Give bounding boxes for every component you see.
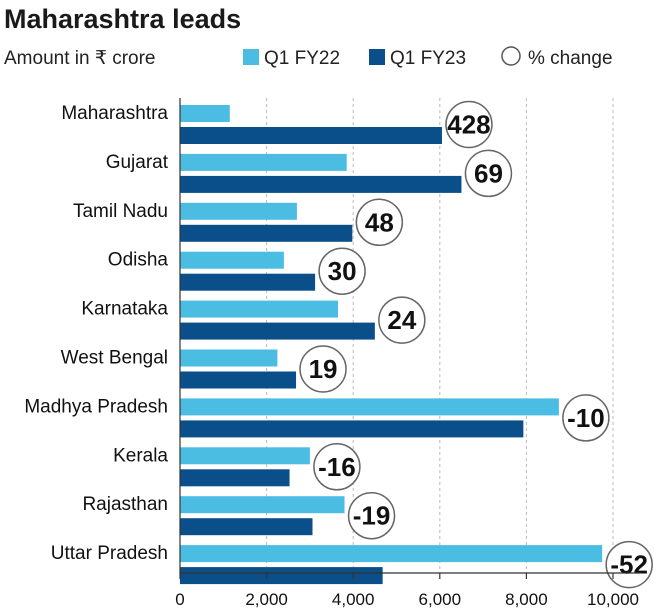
category-labels: Maharashtra Gujarat Tamil Nadu Odisha Karnat… [24,103,168,564]
bar-q1-fy23 [180,224,353,242]
bar-q1-fy22 [180,349,278,367]
category-label: Karnataka [81,299,168,320]
pct-change-circle [318,247,366,295]
bar-q1-fy22 [180,251,284,269]
pct-change-label: -52 [610,550,648,580]
pct-change-label: -16 [318,452,356,482]
pct-change-circle [313,443,361,491]
pct-change-label: -10 [567,403,605,433]
legend-label-pct-change: % change [528,48,613,69]
bar-q1-fy22 [180,496,345,514]
pct-change-circle [605,540,653,589]
legend-circle-pct-change [501,46,521,66]
pct-change-label: 24 [387,305,416,335]
category-label: Tamil Nadu [73,201,168,222]
legend-swatch-q1-fy23 [369,49,385,65]
bar-q1-fy23 [180,469,290,487]
pct-change-label: 48 [365,207,394,237]
legend-swatch-q1-fy22 [243,49,259,65]
x-tick-label: 10,000 [587,590,639,609]
bar-q1-fy23 [180,420,524,438]
bar-q1-fy23 [180,567,383,585]
x-tick-label: 4,000 [332,590,375,609]
category-label: Madhya Pradesh [24,396,168,417]
bar-q1-fy22 [180,545,603,563]
pct-change-circle [445,100,493,149]
bar-q1-fy22 [180,300,339,318]
x-axis: 0 2,000 4,000 6,000 8,000 10,000 [175,98,640,609]
bar-q1-fy23 [180,273,316,291]
category-label: Odisha [108,250,169,271]
pct-change-circle [347,491,396,540]
category-label: Gujarat [106,152,169,173]
legend: Q1 FY22 Q1 FY23 % change [243,46,613,69]
pct-change-label: 30 [328,256,357,286]
category-label: Maharashtra [61,103,168,124]
bar-q1-fy23 [180,127,442,144]
category-label: West Bengal [61,348,168,369]
bar-q1-fy23 [180,175,462,193]
legend-label-q1-fy22: Q1 FY22 [264,48,340,69]
bar-q1-fy23 [180,322,375,340]
bar-q1-fy22 [180,105,230,122]
category-label: Uttar Pradesh [51,543,168,564]
pct-change-circle [464,149,513,198]
pct-change-circles: 428 69 48 30 24 19 -10 -16 -19 -52 [299,100,653,589]
pct-change-circle [378,296,426,344]
pct-change-circle [355,198,404,247]
pct-change-label: 69 [474,158,503,188]
x-tick-label: 0 [175,590,184,609]
pct-change-label: 428 [447,110,490,140]
bar-q1-fy23 [180,371,297,389]
bar-q1-fy22 [180,398,559,416]
bar-q1-fy22 [180,447,310,465]
pct-change-circle [299,345,347,393]
bar-q1-fy22 [180,202,297,220]
category-label: Rajasthan [82,494,168,515]
bar-q1-fy23 [180,518,313,536]
bars [180,105,603,585]
unit-label: Amount in ₹ crore [4,48,155,69]
pct-change-circle [562,394,610,442]
legend-label-q1-fy23: Q1 FY23 [390,48,466,69]
x-tick-label: 6,000 [419,590,462,609]
bar-q1-fy22 [180,153,347,171]
x-tick-label: 8,000 [505,590,548,609]
category-label: Kerala [113,445,168,466]
chart-title: Maharashtra leads [4,4,241,34]
pct-change-label: -19 [353,501,391,531]
pct-change-label: 19 [309,354,338,384]
x-tick-label: 2,000 [245,590,288,609]
